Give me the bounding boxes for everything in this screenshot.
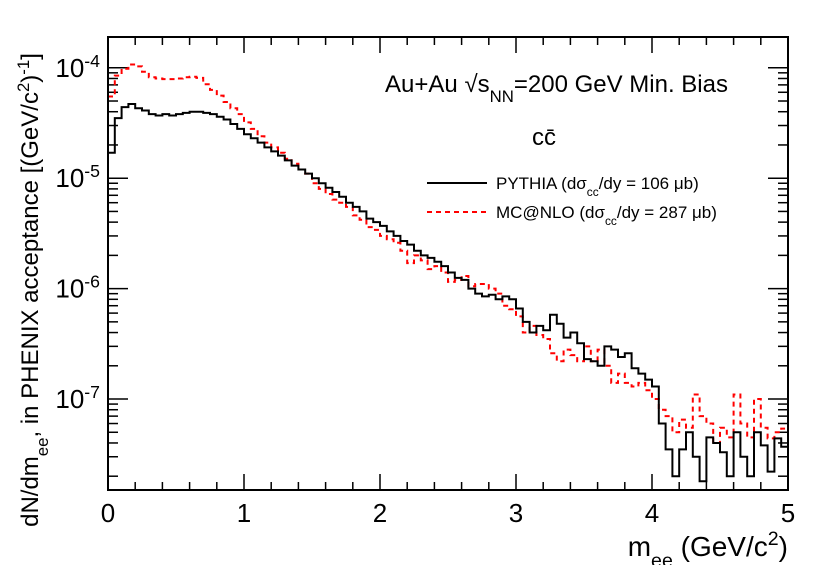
y-tick-label: 10-5 [55,161,100,193]
axis-ticks: 0 1 2 3 4 5 10-4 10-5 10-6 10-7 [55,37,795,528]
y-tick-label: 10-7 [55,382,100,414]
x-tick-label: 1 [237,498,251,528]
series-pythia [108,102,788,483]
y-tick-label: 10-4 [55,51,100,83]
collision-annotation: Au+Au √sNN=200 GeV Min. Bias [385,71,728,106]
x-tick-label: 3 [509,498,523,528]
process-label: cc̄ [532,124,556,151]
x-tick-label: 2 [373,498,387,528]
x-tick-label: 4 [645,498,659,528]
y-axis-title: dN/dmee, in PHENIX acceptance [(GeV/c2)-… [14,53,52,527]
x-tick-label: 0 [101,498,115,528]
series-layer [108,63,788,483]
legend-label-mcatnlo: MC@NLO (dσcc/dy = 287 μb) [496,203,717,228]
legend: PYTHIA (dσcc/dy = 106 μb) MC@NLO (dσcc/d… [427,174,717,228]
x-tick-label: 5 [781,498,795,528]
series-mc-nlo [108,63,788,444]
plot-frame [107,36,789,491]
legend-label-pythia: PYTHIA (dσcc/dy = 106 μb) [496,174,699,199]
y-tick-label: 10-6 [55,272,100,304]
x-axis-title: mee (GeV/c2) [628,528,788,565]
